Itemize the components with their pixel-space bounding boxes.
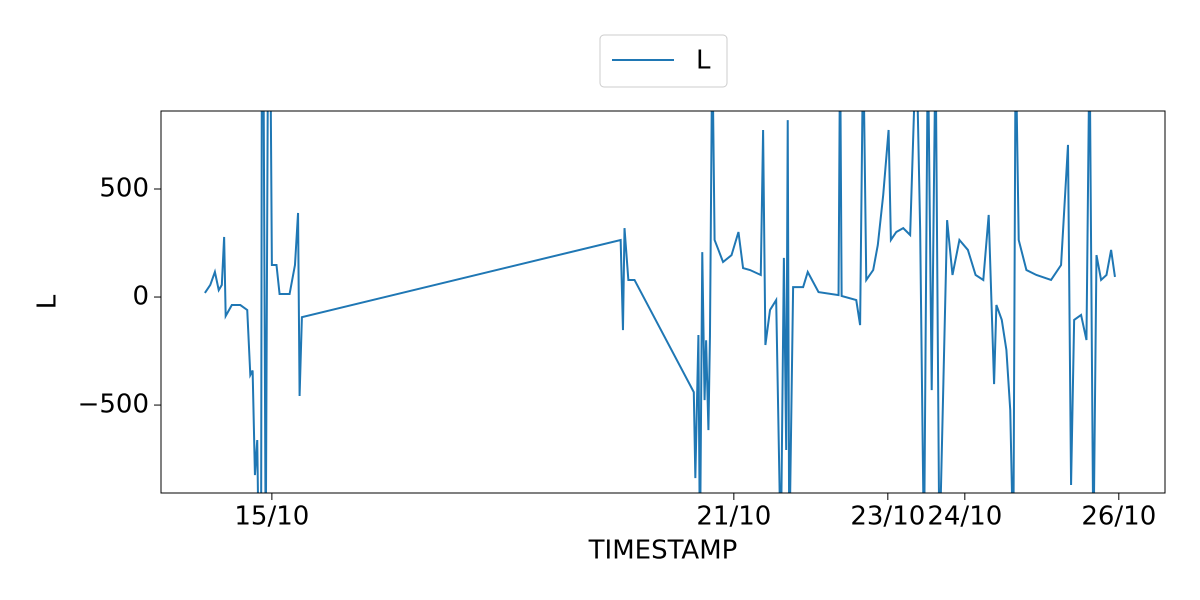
y-axis-label: L bbox=[33, 294, 63, 309]
x-tick-label: 21/10 bbox=[696, 502, 771, 532]
x-tick-label: 26/10 bbox=[1081, 502, 1156, 532]
plot-frame bbox=[160, 110, 1166, 494]
plot-lines bbox=[204, 111, 1116, 493]
y-tick-label: 500 bbox=[99, 173, 149, 203]
x-tick-label: 23/10 bbox=[850, 502, 925, 532]
x-tick-label: 24/10 bbox=[927, 502, 1002, 532]
x-axis-label: TIMESTAMP bbox=[588, 536, 738, 566]
y-tick-label: 0 bbox=[132, 282, 149, 312]
data-line bbox=[204, 111, 1116, 493]
y-tick-label: −500 bbox=[78, 390, 149, 420]
legend-label: L bbox=[696, 46, 711, 76]
x-tick-label: 15/10 bbox=[234, 502, 309, 532]
